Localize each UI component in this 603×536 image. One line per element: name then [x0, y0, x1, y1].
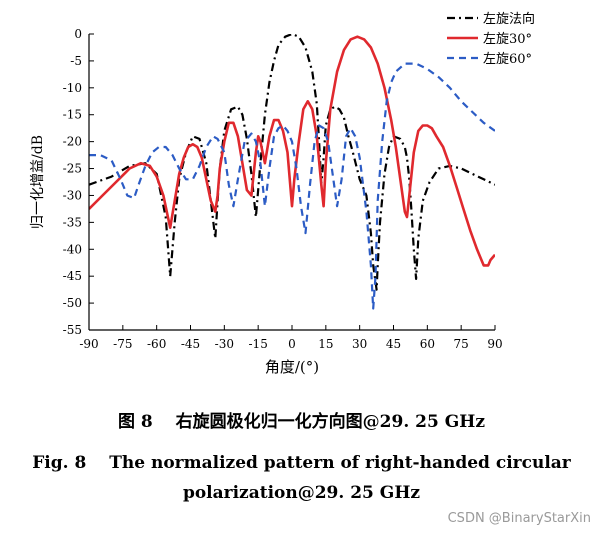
- x-tick-label: 30: [352, 337, 367, 351]
- x-tick-label: 90: [487, 337, 502, 351]
- y-tick-label: -20: [63, 135, 82, 149]
- series-line-1: [89, 34, 495, 291]
- y-axis-label: 归一化增益/dB: [29, 135, 46, 229]
- radiation-pattern-chart: -90 -75 -60 -45 -30 -15 0 15 30 45 60 75 90 0 -5 -10 -15…: [29, 11, 535, 376]
- figure-caption-chinese: 图 8 右旋圆极化归一化方向图@29. 25 GHz: [118, 412, 485, 432]
- y-tick-label: 0: [74, 27, 82, 41]
- csdn-watermark: CSDN @BinaryStarXin: [447, 511, 591, 526]
- figure-caption-english-line1: Fig. 8 The normalized pattern of right-h…: [32, 453, 571, 473]
- y-tick-label: -30: [63, 188, 82, 202]
- figure-caption-english-line2: polarization@29. 25 GHz: [182, 483, 421, 503]
- x-tick-label: 0: [288, 337, 296, 351]
- y-tick-label: -45: [63, 269, 82, 283]
- y-tick-label: -25: [63, 162, 82, 176]
- x-axis-label: 角度/(°): [265, 358, 319, 376]
- legend-label-2: 左旋30°: [483, 32, 532, 47]
- x-tick-label: 15: [318, 337, 333, 351]
- x-tick-label: -30: [215, 337, 234, 351]
- y-tick-label: -10: [63, 81, 82, 95]
- x-tick-label: 60: [420, 337, 435, 351]
- legend-label-1: 左旋法向: [483, 11, 535, 27]
- x-tick-label: -90: [79, 337, 98, 351]
- legend-label-3: 左旋60°: [483, 52, 532, 67]
- y-tick-label: -50: [63, 296, 82, 310]
- x-tick-label: -60: [147, 337, 166, 351]
- y-tick-label: -55: [63, 323, 82, 337]
- x-tick-label: -75: [113, 337, 132, 351]
- x-tick-label: 45: [386, 337, 401, 351]
- y-tick-label: -5: [70, 54, 82, 68]
- x-tick-label: -15: [249, 337, 268, 351]
- series-line-3: [89, 62, 495, 310]
- x-tick-label: 75: [454, 337, 469, 351]
- y-tick-label: -15: [63, 108, 82, 122]
- y-tick-label: -35: [63, 215, 82, 229]
- x-tick-label: -45: [181, 337, 200, 351]
- y-tick-label: -40: [63, 242, 82, 256]
- series-line-2: [89, 35, 495, 267]
